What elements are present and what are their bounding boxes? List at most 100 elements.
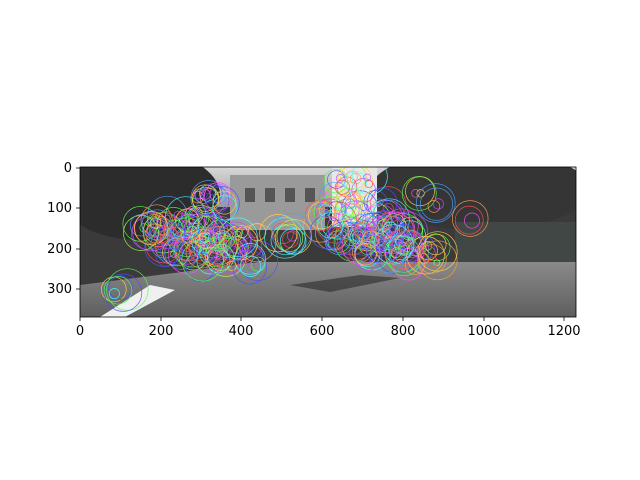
keypoint-circle — [181, 239, 224, 282]
keypoint-circle — [340, 167, 367, 190]
keypoint-circle — [103, 276, 133, 305]
keypoint-circle — [173, 210, 183, 220]
keypoint-circle — [108, 288, 120, 300]
keypoint-circle — [250, 256, 266, 272]
keypoint-circle — [362, 230, 380, 248]
y-tick-label: 0 — [64, 161, 72, 176]
keypoint-circle — [213, 233, 230, 249]
keypoint-circle — [195, 239, 218, 261]
keypoint-circle — [122, 206, 159, 242]
x-tick-label: 800 — [391, 324, 416, 339]
keypoint-circle — [264, 217, 306, 259]
y-axis: 0 100 200 300 — [47, 161, 80, 297]
keypoint-circle — [175, 208, 200, 233]
y-tick-label: 100 — [47, 201, 72, 216]
keypoint-circle — [222, 225, 259, 261]
keypoint-circle — [391, 233, 414, 256]
keypoint-circle — [372, 216, 396, 241]
keypoint-circle — [212, 191, 226, 204]
keypoint-circle — [134, 211, 169, 246]
x-tick-label: 400 — [229, 324, 254, 339]
keypoint-circle — [351, 242, 372, 262]
keypoint-circle — [172, 216, 199, 243]
keypoint-circle — [419, 245, 436, 262]
keypoint-circle — [191, 184, 219, 212]
keypoint-circle — [234, 243, 266, 275]
keypoint-circle — [190, 180, 227, 217]
keypoint-circle — [270, 225, 301, 256]
keypoint-circle — [106, 268, 149, 311]
keypoint-circle — [337, 167, 373, 200]
keypoint-circle — [354, 242, 383, 271]
keypoint-circle — [208, 240, 243, 275]
keypoint-circle — [349, 244, 368, 263]
keypoint-circle — [398, 216, 423, 241]
keypoint-circle — [405, 176, 435, 207]
x-tick-label: 200 — [149, 324, 174, 339]
keypoint-circle — [175, 239, 198, 262]
keypoint-circle — [454, 205, 484, 235]
keypoint-circle — [353, 212, 391, 250]
keypoint-circle — [133, 212, 165, 245]
keypoint-circle — [419, 187, 454, 221]
keypoint-circle — [147, 213, 162, 228]
keypoint-circle — [401, 176, 437, 211]
x-tick-label: 1000 — [467, 324, 500, 339]
keypoint-circle — [326, 187, 338, 199]
keypoint-circle — [411, 189, 420, 198]
keypoint-circle — [200, 185, 230, 215]
keypoint-circle — [327, 170, 346, 189]
keypoint-overlay — [101, 167, 489, 312]
keypoint-circle — [199, 232, 210, 243]
keypoint-circle — [222, 248, 231, 256]
keypoint-circle — [206, 258, 223, 274]
y-tick-label: 300 — [47, 282, 72, 297]
keypoint-circle — [352, 230, 365, 243]
x-tick-label: 1200 — [547, 324, 580, 339]
keypoint-circle — [129, 214, 152, 237]
x-tick-label: 600 — [310, 324, 335, 339]
keypoint-circle — [325, 233, 341, 250]
keypoint-circle — [404, 254, 425, 275]
keypoint-circle — [351, 167, 388, 195]
keypoint-circle — [354, 243, 377, 266]
keypoint-circle — [464, 212, 480, 229]
x-axis: 0 200 400 600 800 1000 1200 — [76, 317, 581, 339]
keypoint-circle — [334, 179, 350, 195]
keypoint-circle — [427, 200, 441, 213]
keypoint-circle — [164, 235, 199, 270]
keypoint-circle — [317, 212, 344, 239]
keypoint-circle — [418, 241, 438, 261]
street-photo — [80, 167, 576, 317]
keypoint-circle — [204, 186, 240, 222]
keypoint-circle — [346, 213, 382, 249]
keypoint-circle — [303, 208, 338, 243]
keypoint-circle — [144, 227, 184, 267]
keypoint-circle — [363, 173, 371, 182]
keypoint-circle — [390, 247, 402, 258]
keypoint-circle — [353, 227, 362, 236]
keypoint-circle — [417, 244, 447, 274]
keypoint-circle — [172, 213, 194, 234]
keypoint-circle — [428, 256, 438, 267]
keypoint-circle — [382, 221, 399, 238]
keypoint-circle — [146, 223, 161, 238]
x-tick-label: 0 — [76, 324, 84, 339]
keypoint-circle — [241, 236, 263, 258]
keypoint-circle — [359, 238, 376, 256]
keypoint-circle — [375, 198, 384, 207]
keypoint-circle — [168, 232, 181, 245]
keypoint-circle — [149, 217, 162, 229]
keypoint-circle — [237, 240, 279, 281]
keypoint-circle — [344, 171, 367, 195]
keypoint-circle — [206, 226, 217, 237]
keypoint-circle — [309, 215, 344, 249]
keypoint-circle — [415, 245, 425, 256]
keypoint-circle — [335, 174, 345, 183]
plot-frame — [79, 166, 577, 318]
keypoint-circle — [382, 202, 394, 215]
keypoint-circle — [205, 235, 247, 277]
keypoint-circle — [215, 224, 252, 261]
keypoint-circle — [432, 198, 444, 210]
